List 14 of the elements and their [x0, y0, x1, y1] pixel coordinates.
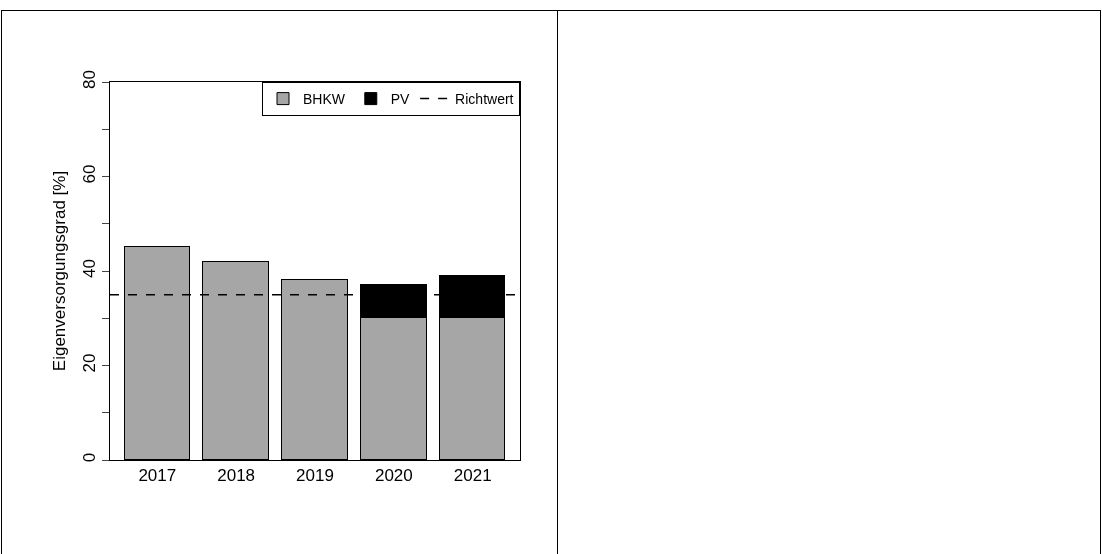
x-tick-label: 2019: [296, 466, 334, 486]
y-tick-label: 40: [80, 258, 100, 278]
x-tick-label: 2018: [217, 466, 256, 486]
x-tick-label: 2017: [138, 466, 177, 486]
y-tick-label: 20: [80, 353, 100, 373]
legend-label: Richtwert: [455, 91, 514, 108]
x-tick-label: 2021: [453, 466, 492, 486]
y-tick-label: 80: [80, 69, 100, 89]
y-tick-label: 0: [80, 452, 100, 463]
y-tick-label: 60: [80, 164, 100, 184]
x-tick-label: 2020: [374, 466, 413, 486]
legend-label: BHKW: [303, 91, 346, 108]
y-axis-title: Eigenversorgungsgrad [%]: [49, 170, 69, 372]
legend-label: PV: [390, 91, 411, 108]
